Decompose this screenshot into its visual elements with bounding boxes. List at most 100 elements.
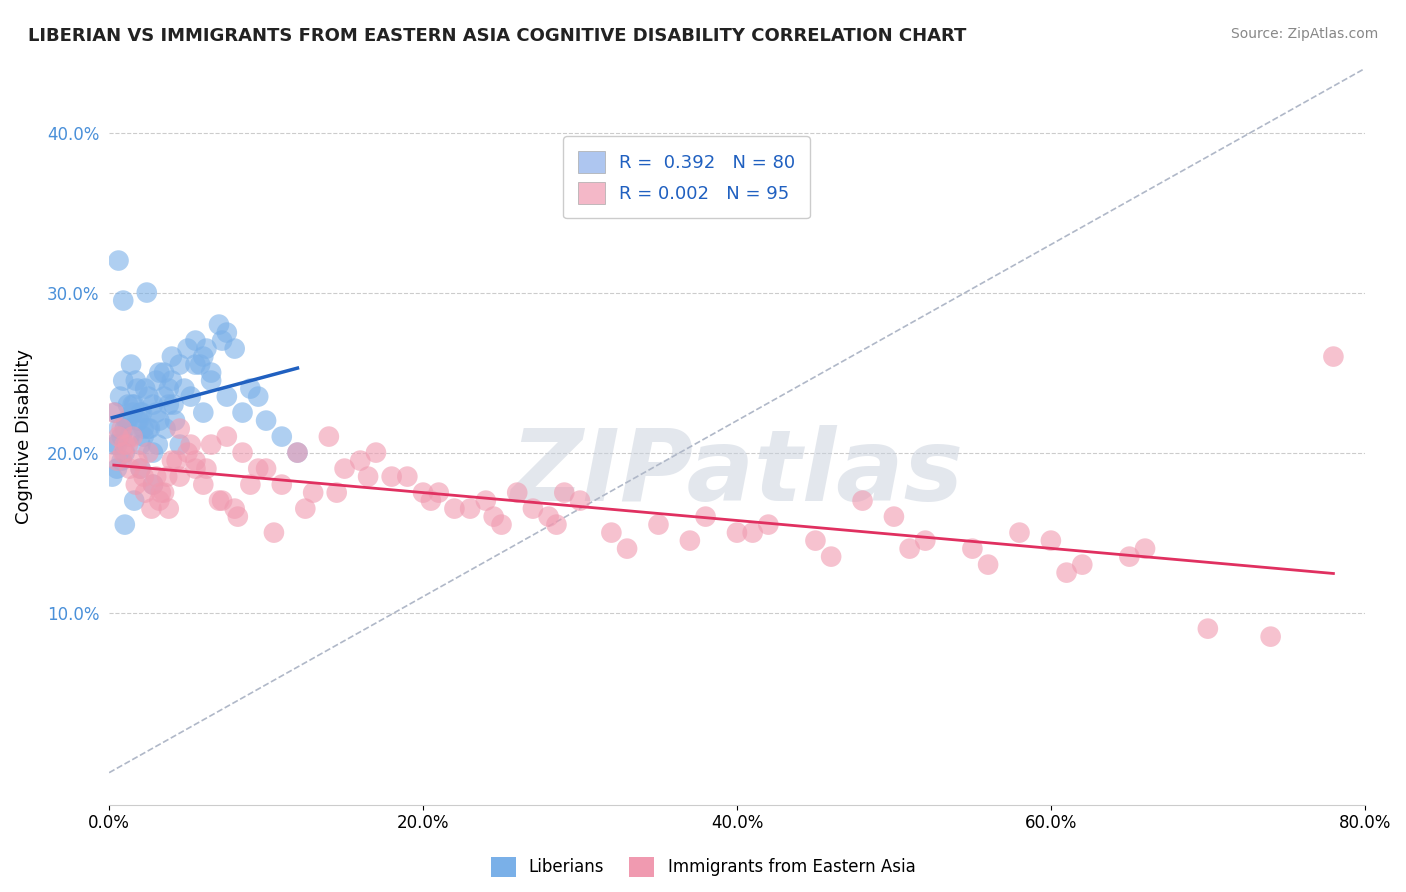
Point bbox=[333, 461, 356, 475]
Point bbox=[125, 374, 148, 388]
Point bbox=[148, 493, 170, 508]
Point bbox=[419, 493, 441, 508]
Point bbox=[443, 501, 465, 516]
Point bbox=[231, 406, 253, 420]
Point bbox=[135, 285, 157, 300]
Point bbox=[104, 406, 127, 420]
Point bbox=[114, 517, 136, 532]
Point bbox=[127, 382, 149, 396]
Point bbox=[132, 429, 155, 443]
Point bbox=[103, 406, 125, 420]
Point bbox=[117, 398, 139, 412]
Point bbox=[131, 406, 153, 420]
Point bbox=[804, 533, 827, 548]
Text: ZIPatlas: ZIPatlas bbox=[510, 425, 963, 522]
Point bbox=[125, 477, 148, 491]
Point bbox=[129, 461, 152, 475]
Point bbox=[112, 374, 135, 388]
Point bbox=[195, 342, 218, 356]
Point bbox=[475, 493, 498, 508]
Point bbox=[820, 549, 842, 564]
Point bbox=[195, 461, 218, 475]
Point bbox=[247, 390, 270, 404]
Point bbox=[162, 398, 184, 412]
Point bbox=[1056, 566, 1078, 580]
Point bbox=[1322, 350, 1344, 364]
Point bbox=[160, 374, 183, 388]
Text: Source: ZipAtlas.com: Source: ZipAtlas.com bbox=[1230, 27, 1378, 41]
Point bbox=[679, 533, 702, 548]
Point bbox=[914, 533, 936, 548]
Point bbox=[138, 390, 160, 404]
Point bbox=[231, 445, 253, 459]
Point bbox=[132, 469, 155, 483]
Point bbox=[121, 406, 143, 420]
Point bbox=[155, 421, 177, 435]
Point bbox=[458, 501, 481, 516]
Point bbox=[294, 501, 316, 516]
Point bbox=[115, 414, 138, 428]
Point bbox=[138, 421, 160, 435]
Y-axis label: Cognitive Disability: Cognitive Disability bbox=[15, 349, 32, 524]
Point bbox=[157, 382, 180, 396]
Point bbox=[263, 525, 285, 540]
Point bbox=[153, 390, 176, 404]
Point bbox=[160, 350, 183, 364]
Point bbox=[180, 437, 202, 451]
Point bbox=[537, 509, 560, 524]
Point bbox=[138, 445, 160, 459]
Point bbox=[169, 437, 191, 451]
Point bbox=[381, 469, 404, 483]
Point bbox=[142, 398, 165, 412]
Point bbox=[180, 390, 202, 404]
Point bbox=[173, 382, 195, 396]
Point bbox=[1008, 525, 1031, 540]
Point bbox=[193, 477, 215, 491]
Point bbox=[146, 437, 169, 451]
Point bbox=[725, 525, 748, 540]
Point bbox=[506, 485, 529, 500]
Point bbox=[148, 366, 170, 380]
Legend: R =  0.392   N = 80, R = 0.002   N = 95: R = 0.392 N = 80, R = 0.002 N = 95 bbox=[564, 136, 810, 219]
Point bbox=[756, 517, 779, 532]
Point bbox=[127, 414, 149, 428]
Point bbox=[142, 445, 165, 459]
Point bbox=[107, 429, 129, 443]
Legend: Liberians, Immigrants from Eastern Asia: Liberians, Immigrants from Eastern Asia bbox=[484, 850, 922, 884]
Point bbox=[184, 461, 207, 475]
Point bbox=[616, 541, 638, 556]
Point bbox=[114, 421, 136, 435]
Point bbox=[166, 453, 188, 467]
Point bbox=[193, 350, 215, 364]
Point bbox=[600, 525, 623, 540]
Point bbox=[239, 382, 262, 396]
Point bbox=[107, 253, 129, 268]
Point bbox=[522, 501, 544, 516]
Point bbox=[364, 445, 387, 459]
Point bbox=[224, 342, 246, 356]
Point bbox=[325, 485, 347, 500]
Point bbox=[962, 541, 984, 556]
Point bbox=[898, 541, 921, 556]
Point bbox=[101, 469, 124, 483]
Point bbox=[318, 429, 340, 443]
Point bbox=[169, 358, 191, 372]
Point bbox=[208, 318, 231, 332]
Point bbox=[121, 398, 143, 412]
Point bbox=[200, 374, 222, 388]
Point bbox=[224, 501, 246, 516]
Point bbox=[142, 477, 165, 491]
Point bbox=[1133, 541, 1156, 556]
Point bbox=[184, 358, 207, 372]
Point bbox=[211, 493, 233, 508]
Point bbox=[427, 485, 450, 500]
Point bbox=[112, 445, 135, 459]
Point bbox=[114, 445, 136, 459]
Point bbox=[215, 326, 238, 340]
Point bbox=[134, 485, 156, 500]
Point bbox=[569, 493, 592, 508]
Point bbox=[647, 517, 669, 532]
Point bbox=[1197, 622, 1219, 636]
Point bbox=[145, 469, 167, 483]
Point bbox=[491, 517, 513, 532]
